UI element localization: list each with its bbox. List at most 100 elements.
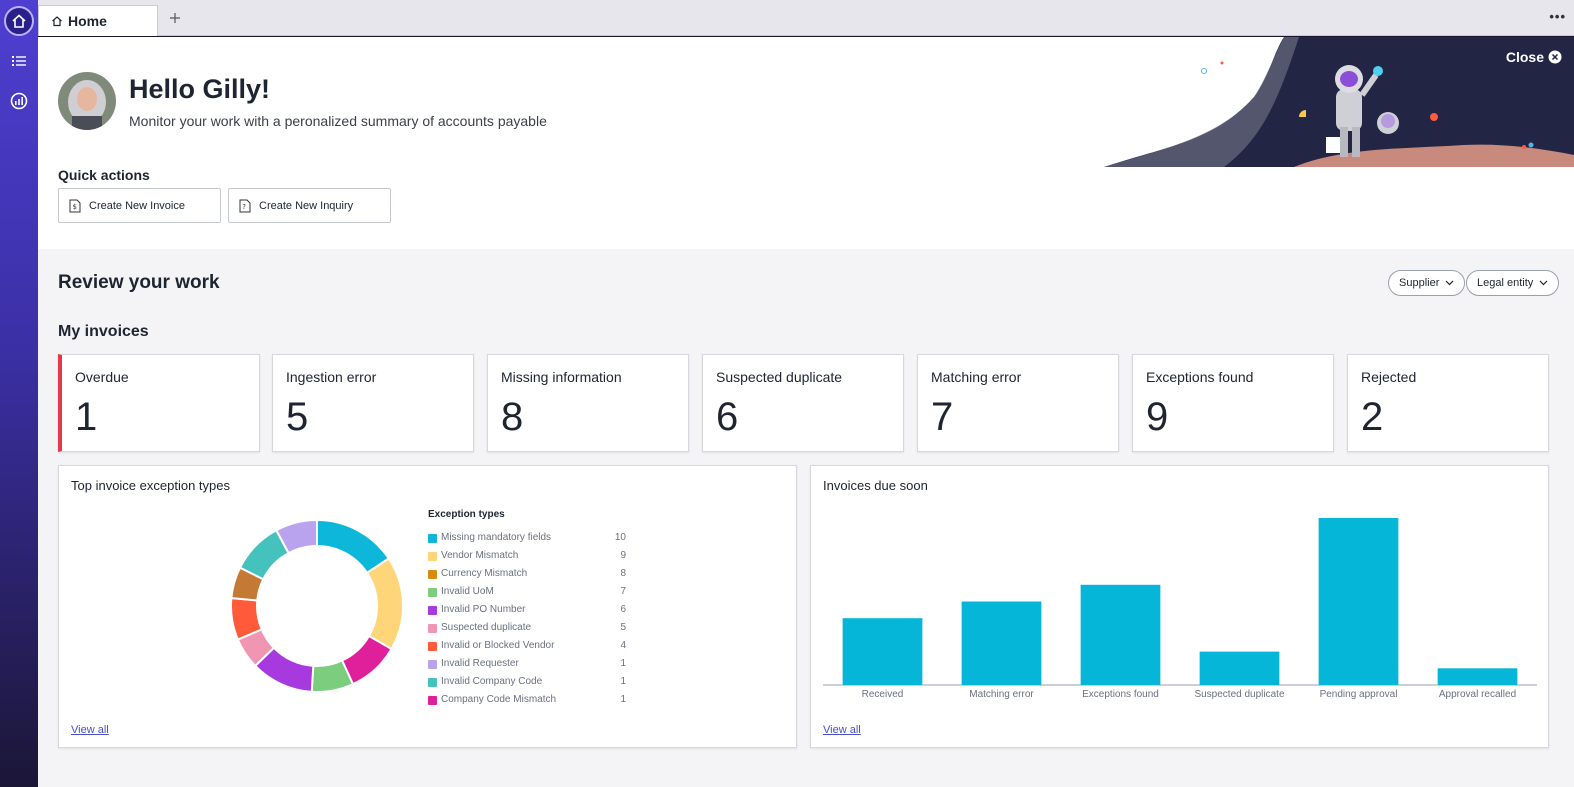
view-all-due-link[interactable]: View all <box>823 724 861 736</box>
x-tick-label: Approval recalled <box>1439 689 1516 700</box>
legend-value: 10 <box>614 532 626 543</box>
bar-suspected-duplicate[interactable] <box>1199 651 1280 685</box>
legend-value: 9 <box>620 550 626 561</box>
stat-card-matching-error[interactable]: Matching error 7 <box>917 354 1119 452</box>
bar-approval-recalled[interactable] <box>1437 668 1518 685</box>
left-rail <box>0 0 38 787</box>
stat-label: Ingestion error <box>286 369 377 385</box>
legend-label: Invalid Requester <box>441 658 519 669</box>
stat-card-rejected[interactable]: Rejected 2 <box>1347 354 1549 452</box>
legend-swatch <box>428 534 437 543</box>
stat-label: Exceptions found <box>1146 369 1254 385</box>
stat-card-suspected-duplicate[interactable]: Suspected duplicate 6 <box>702 354 904 452</box>
x-tick-label: Pending approval <box>1320 689 1398 700</box>
legend-value: 4 <box>620 640 626 651</box>
bar-pending-approval[interactable] <box>1318 518 1399 685</box>
supplier-filter[interactable]: Supplier <box>1388 270 1466 296</box>
create-inquiry-button[interactable]: ? Create New Inquiry <box>228 188 391 223</box>
legend-item-vendor-mismatch[interactable]: Vendor Mismatch 9 <box>428 550 626 564</box>
legend-value: 1 <box>620 676 626 687</box>
list-nav-button[interactable] <box>4 46 34 76</box>
chevron-down-icon <box>1539 280 1548 286</box>
invoices-due-soon-panel: Invoices due soon Received Matching error… <box>810 465 1549 748</box>
create-inquiry-label: Create New Inquiry <box>259 199 354 212</box>
my-invoices-title: My invoices <box>58 323 149 340</box>
legend-value: 7 <box>620 586 626 597</box>
legend-label: Vendor Mismatch <box>441 550 519 561</box>
legend-item-currency-mismatch[interactable]: Currency Mismatch 8 <box>428 568 626 582</box>
legend-item-invalid-or-blocked-vendor[interactable]: Invalid or Blocked Vendor 4 <box>428 640 626 654</box>
svg-text:$: $ <box>73 203 77 211</box>
legend-label: Missing mandatory fields <box>441 532 552 543</box>
stat-card-missing-information[interactable]: Missing information 8 <box>487 354 689 452</box>
legend-item-invalid-requester[interactable]: Invalid Requester 1 <box>428 658 626 672</box>
stat-card-ingestion-error[interactable]: Ingestion error 5 <box>272 354 474 452</box>
review-title: Review your work <box>58 272 220 293</box>
legal-entity-filter-label: Legal entity <box>1477 277 1534 289</box>
legend-swatch <box>428 570 437 579</box>
legend-value: 6 <box>620 604 626 615</box>
greeting-subtitle: Monitor your work with a peronalized sum… <box>129 113 547 129</box>
legend-item-invalid-uom[interactable]: Invalid UoM 7 <box>428 586 626 600</box>
more-options-icon[interactable]: ••• <box>1549 9 1566 24</box>
quick-actions-title: Quick actions <box>58 167 150 183</box>
close-banner-button[interactable]: Close <box>1506 49 1562 65</box>
stat-value: 2 <box>1361 395 1384 439</box>
invoices-due-bar-chart: Received Matching error Exceptions found Su… <box>823 518 1537 700</box>
legend-value: 1 <box>620 694 626 705</box>
home-icon <box>52 16 62 27</box>
add-tab-button[interactable] <box>164 7 186 29</box>
close-icon <box>1548 50 1562 64</box>
plus-icon <box>170 13 180 23</box>
tab-home[interactable]: Home <box>38 5 158 36</box>
legend-item-company-code-mismatch[interactable]: Company Code Mismatch 1 <box>428 694 626 708</box>
greeting-title: Hello Gilly! <box>129 74 271 104</box>
legal-entity-filter[interactable]: Legal entity <box>1466 270 1560 296</box>
stat-label: Matching error <box>931 369 1022 385</box>
x-tick-label: Suspected duplicate <box>1194 689 1285 700</box>
legend-swatch <box>428 624 437 633</box>
stat-label: Overdue <box>75 369 129 385</box>
x-tick-label: Exceptions found <box>1082 689 1159 700</box>
legend-label: Currency Mismatch <box>441 568 528 579</box>
donut-slice-vendor-mismatch[interactable] <box>365 557 404 651</box>
analytics-nav-button[interactable] <box>4 86 34 116</box>
stat-value: 8 <box>501 395 524 439</box>
legend-label: Invalid or Blocked Vendor <box>441 640 555 651</box>
tab-label: Home <box>68 13 107 29</box>
legend-item-invalid-company-code[interactable]: Invalid Company Code 1 <box>428 676 626 690</box>
legend-swatch <box>428 606 437 615</box>
legend-label: Invalid PO Number <box>441 604 526 615</box>
stat-label: Missing information <box>501 369 622 385</box>
chevron-down-icon <box>1445 280 1454 286</box>
create-invoice-button[interactable]: $ Create New Invoice <box>58 188 221 223</box>
legend-item-invalid-po-number[interactable]: Invalid PO Number 6 <box>428 604 626 618</box>
legend-label: Company Code Mismatch <box>441 694 557 705</box>
legend-label: Suspected duplicate <box>441 622 532 633</box>
legend-item-suspected-duplicate[interactable]: Suspected duplicate 5 <box>428 622 626 636</box>
legend-value: 5 <box>620 622 626 633</box>
legend-title: Exception types <box>428 509 505 520</box>
legend-item-missing-mandatory-fields[interactable]: Missing mandatory fields 10 <box>428 532 626 546</box>
bar-matching-error[interactable] <box>961 601 1042 686</box>
legend-value: 8 <box>620 568 626 579</box>
view-all-exceptions-link[interactable]: View all <box>71 724 109 736</box>
bar-exceptions-found[interactable] <box>1080 584 1161 685</box>
x-tick-label: Matching error <box>969 689 1034 700</box>
home-icon <box>12 14 26 28</box>
analytics-icon <box>10 92 28 110</box>
stat-card-exceptions-found[interactable]: Exceptions found 9 <box>1132 354 1334 452</box>
legend-label: Invalid Company Code <box>441 676 543 687</box>
bar-received[interactable] <box>842 618 923 685</box>
stat-value: 6 <box>716 395 739 439</box>
supplier-filter-label: Supplier <box>1399 277 1440 289</box>
create-invoice-label: Create New Invoice <box>89 199 185 212</box>
exception-donut-chart <box>230 518 404 693</box>
legend-value: 1 <box>620 658 626 669</box>
legend-label: Invalid UoM <box>441 586 494 597</box>
exception-types-panel: Top invoice exception types Exception ty… <box>58 465 797 748</box>
stat-card-overdue[interactable]: Overdue 1 <box>58 354 260 452</box>
donut-slice-invalid-requester[interactable] <box>274 518 318 555</box>
home-nav-button[interactable] <box>4 6 34 36</box>
stat-value: 5 <box>286 395 309 439</box>
